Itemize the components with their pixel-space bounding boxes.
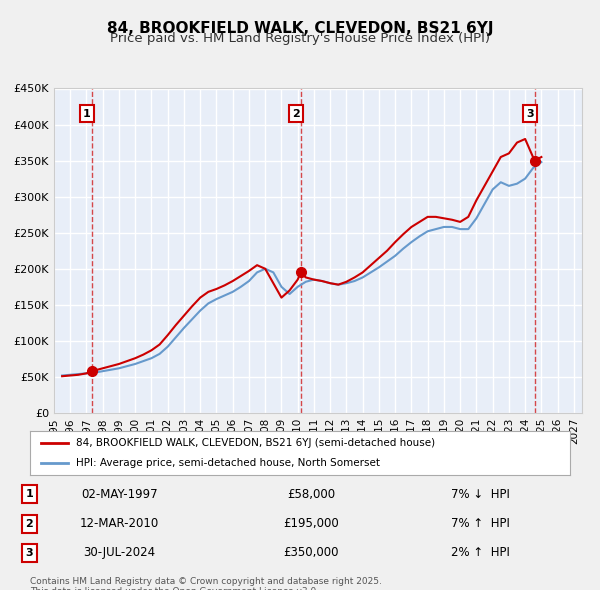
- Text: £195,000: £195,000: [283, 517, 339, 530]
- Text: 3: 3: [25, 548, 33, 558]
- Text: 3: 3: [526, 109, 533, 119]
- Text: 84, BROOKFIELD WALK, CLEVEDON, BS21 6YJ: 84, BROOKFIELD WALK, CLEVEDON, BS21 6YJ: [107, 21, 493, 35]
- Text: 12-MAR-2010: 12-MAR-2010: [80, 517, 159, 530]
- Text: 2: 2: [25, 519, 33, 529]
- Text: 7% ↓  HPI: 7% ↓ HPI: [451, 488, 510, 501]
- Text: £58,000: £58,000: [287, 488, 335, 501]
- Text: 1: 1: [25, 489, 33, 499]
- Text: £350,000: £350,000: [284, 546, 339, 559]
- Text: Price paid vs. HM Land Registry's House Price Index (HPI): Price paid vs. HM Land Registry's House …: [110, 32, 490, 45]
- Text: HPI: Average price, semi-detached house, North Somerset: HPI: Average price, semi-detached house,…: [76, 458, 380, 467]
- Text: 2: 2: [292, 109, 300, 119]
- Text: 02-MAY-1997: 02-MAY-1997: [81, 488, 158, 501]
- Text: Contains HM Land Registry data © Crown copyright and database right 2025.
This d: Contains HM Land Registry data © Crown c…: [30, 577, 382, 590]
- Text: 2% ↑  HPI: 2% ↑ HPI: [451, 546, 510, 559]
- Text: 7% ↑  HPI: 7% ↑ HPI: [451, 517, 510, 530]
- Text: 1: 1: [83, 109, 91, 119]
- Text: 84, BROOKFIELD WALK, CLEVEDON, BS21 6YJ (semi-detached house): 84, BROOKFIELD WALK, CLEVEDON, BS21 6YJ …: [76, 438, 435, 448]
- Text: 30-JUL-2024: 30-JUL-2024: [83, 546, 155, 559]
